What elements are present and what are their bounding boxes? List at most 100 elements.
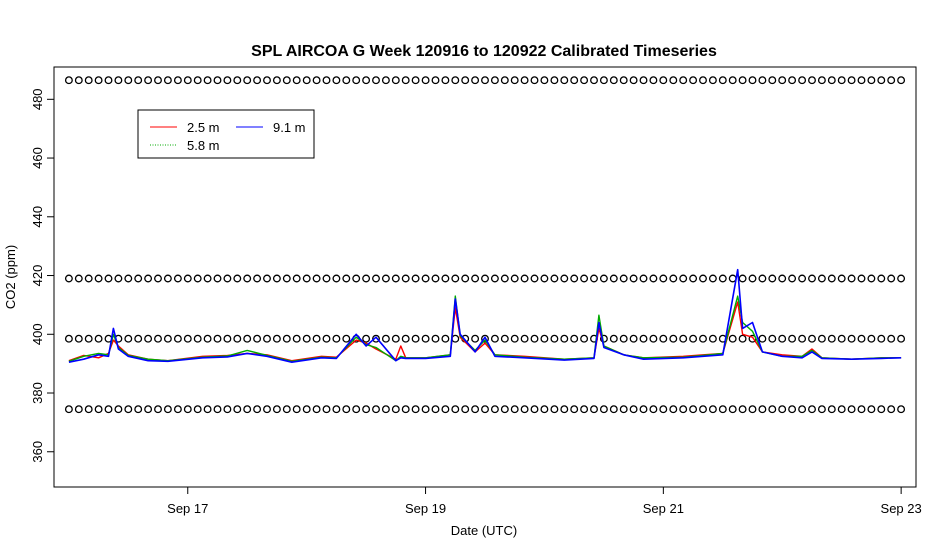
calibration-point bbox=[510, 405, 519, 414]
calibration-point bbox=[154, 274, 162, 283]
calibration-point bbox=[431, 274, 440, 283]
calibration-point bbox=[441, 405, 450, 414]
calibration-point bbox=[590, 274, 598, 283]
calibration-point bbox=[372, 76, 380, 85]
calibration-point bbox=[659, 274, 668, 283]
calibration-point bbox=[847, 334, 856, 343]
calibration-point bbox=[124, 274, 133, 283]
calibration-point bbox=[520, 76, 529, 85]
calibration-point bbox=[748, 405, 757, 414]
calibration-point bbox=[114, 274, 123, 283]
calibration-point bbox=[292, 405, 301, 414]
calibration-point bbox=[213, 405, 222, 414]
calibration-point bbox=[629, 334, 638, 343]
calibration-point bbox=[778, 76, 787, 85]
legend-label-5-8m: 5.8 m bbox=[187, 138, 220, 153]
series-line-9-1-m bbox=[68, 268, 902, 364]
legend-label-2-5m: 2.5 m bbox=[187, 120, 220, 135]
calibration-point bbox=[243, 76, 252, 85]
calibration-point bbox=[530, 274, 539, 283]
calibration-point bbox=[372, 274, 380, 283]
calibration-point bbox=[798, 76, 807, 85]
calibration-point bbox=[411, 274, 420, 283]
calibration-point bbox=[401, 405, 410, 414]
calibration-point bbox=[431, 405, 440, 414]
x-tick-label: Sep 21 bbox=[643, 501, 684, 516]
y-tick-label: 420 bbox=[30, 265, 45, 287]
calibration-point bbox=[372, 405, 380, 414]
calibration-point bbox=[520, 334, 529, 343]
calibration-point bbox=[649, 274, 658, 283]
calibration-point bbox=[718, 76, 727, 85]
calibration-point bbox=[808, 76, 816, 85]
calibration-point bbox=[421, 76, 430, 85]
calibration-point bbox=[897, 405, 906, 414]
calibration-point bbox=[203, 274, 212, 283]
calibration-point bbox=[332, 405, 341, 414]
calibration-point bbox=[124, 76, 133, 85]
calibration-point bbox=[163, 274, 172, 283]
calibration-point bbox=[778, 405, 787, 414]
calibration-point bbox=[421, 274, 430, 283]
calibration-point bbox=[699, 405, 707, 414]
calibration-point bbox=[124, 405, 133, 414]
calibration-point bbox=[421, 405, 430, 414]
calibration-point bbox=[223, 76, 232, 85]
calibration-point bbox=[590, 76, 598, 85]
calibration-point bbox=[570, 76, 579, 85]
calibration-point bbox=[461, 76, 470, 85]
calibration-point bbox=[540, 274, 549, 283]
calibration-point bbox=[748, 76, 757, 85]
calibration-point bbox=[163, 76, 172, 85]
calibration-point bbox=[857, 405, 866, 414]
calibration-point bbox=[84, 274, 93, 283]
calibration-point bbox=[728, 76, 737, 85]
calibration-point bbox=[302, 334, 311, 343]
calibration-point bbox=[173, 405, 182, 414]
calibration-point bbox=[471, 76, 480, 85]
calibration-point bbox=[94, 334, 103, 343]
calibration-point bbox=[451, 76, 460, 85]
calibration-point bbox=[342, 76, 351, 85]
calibration-point bbox=[599, 274, 608, 283]
calibration-point bbox=[471, 405, 480, 414]
calibration-point bbox=[837, 405, 846, 414]
calibration-point bbox=[223, 274, 232, 283]
calibration-point bbox=[629, 274, 638, 283]
calibration-point bbox=[639, 334, 648, 343]
calibration-point bbox=[689, 334, 698, 343]
calibration-point bbox=[609, 405, 618, 414]
calibration-point bbox=[897, 334, 906, 343]
calibration-point bbox=[163, 405, 172, 414]
calibration-point bbox=[372, 334, 380, 343]
x-tick-label: Sep 23 bbox=[881, 501, 922, 516]
calibration-point bbox=[827, 274, 836, 283]
calibration-point bbox=[401, 334, 410, 343]
calibration-point bbox=[500, 334, 509, 343]
chart-title: SPL AIRCOA G Week 120916 to 120922 Calib… bbox=[251, 43, 717, 60]
calibration-point bbox=[669, 334, 678, 343]
calibration-point bbox=[263, 405, 271, 414]
calibration-point bbox=[599, 405, 608, 414]
calibration-point bbox=[728, 405, 737, 414]
calibration-point bbox=[253, 76, 262, 85]
calibration-point bbox=[490, 76, 499, 85]
calibration-point bbox=[570, 405, 579, 414]
calibration-point bbox=[352, 274, 361, 283]
calibration-point bbox=[778, 274, 787, 283]
calibration-point bbox=[560, 274, 569, 283]
calibration-point bbox=[808, 334, 816, 343]
calibration-point bbox=[718, 274, 727, 283]
calibration-point bbox=[768, 274, 777, 283]
calibration-point bbox=[748, 274, 757, 283]
calibration-point bbox=[322, 334, 331, 343]
calibration-point bbox=[659, 405, 668, 414]
calibration-point bbox=[302, 76, 311, 85]
calibration-point bbox=[104, 405, 113, 414]
calibration-point bbox=[778, 334, 787, 343]
calibration-point bbox=[362, 405, 371, 414]
calibration-point bbox=[352, 76, 361, 85]
calibration-point bbox=[689, 405, 698, 414]
calibration-point bbox=[84, 405, 93, 414]
calibration-point bbox=[114, 76, 123, 85]
